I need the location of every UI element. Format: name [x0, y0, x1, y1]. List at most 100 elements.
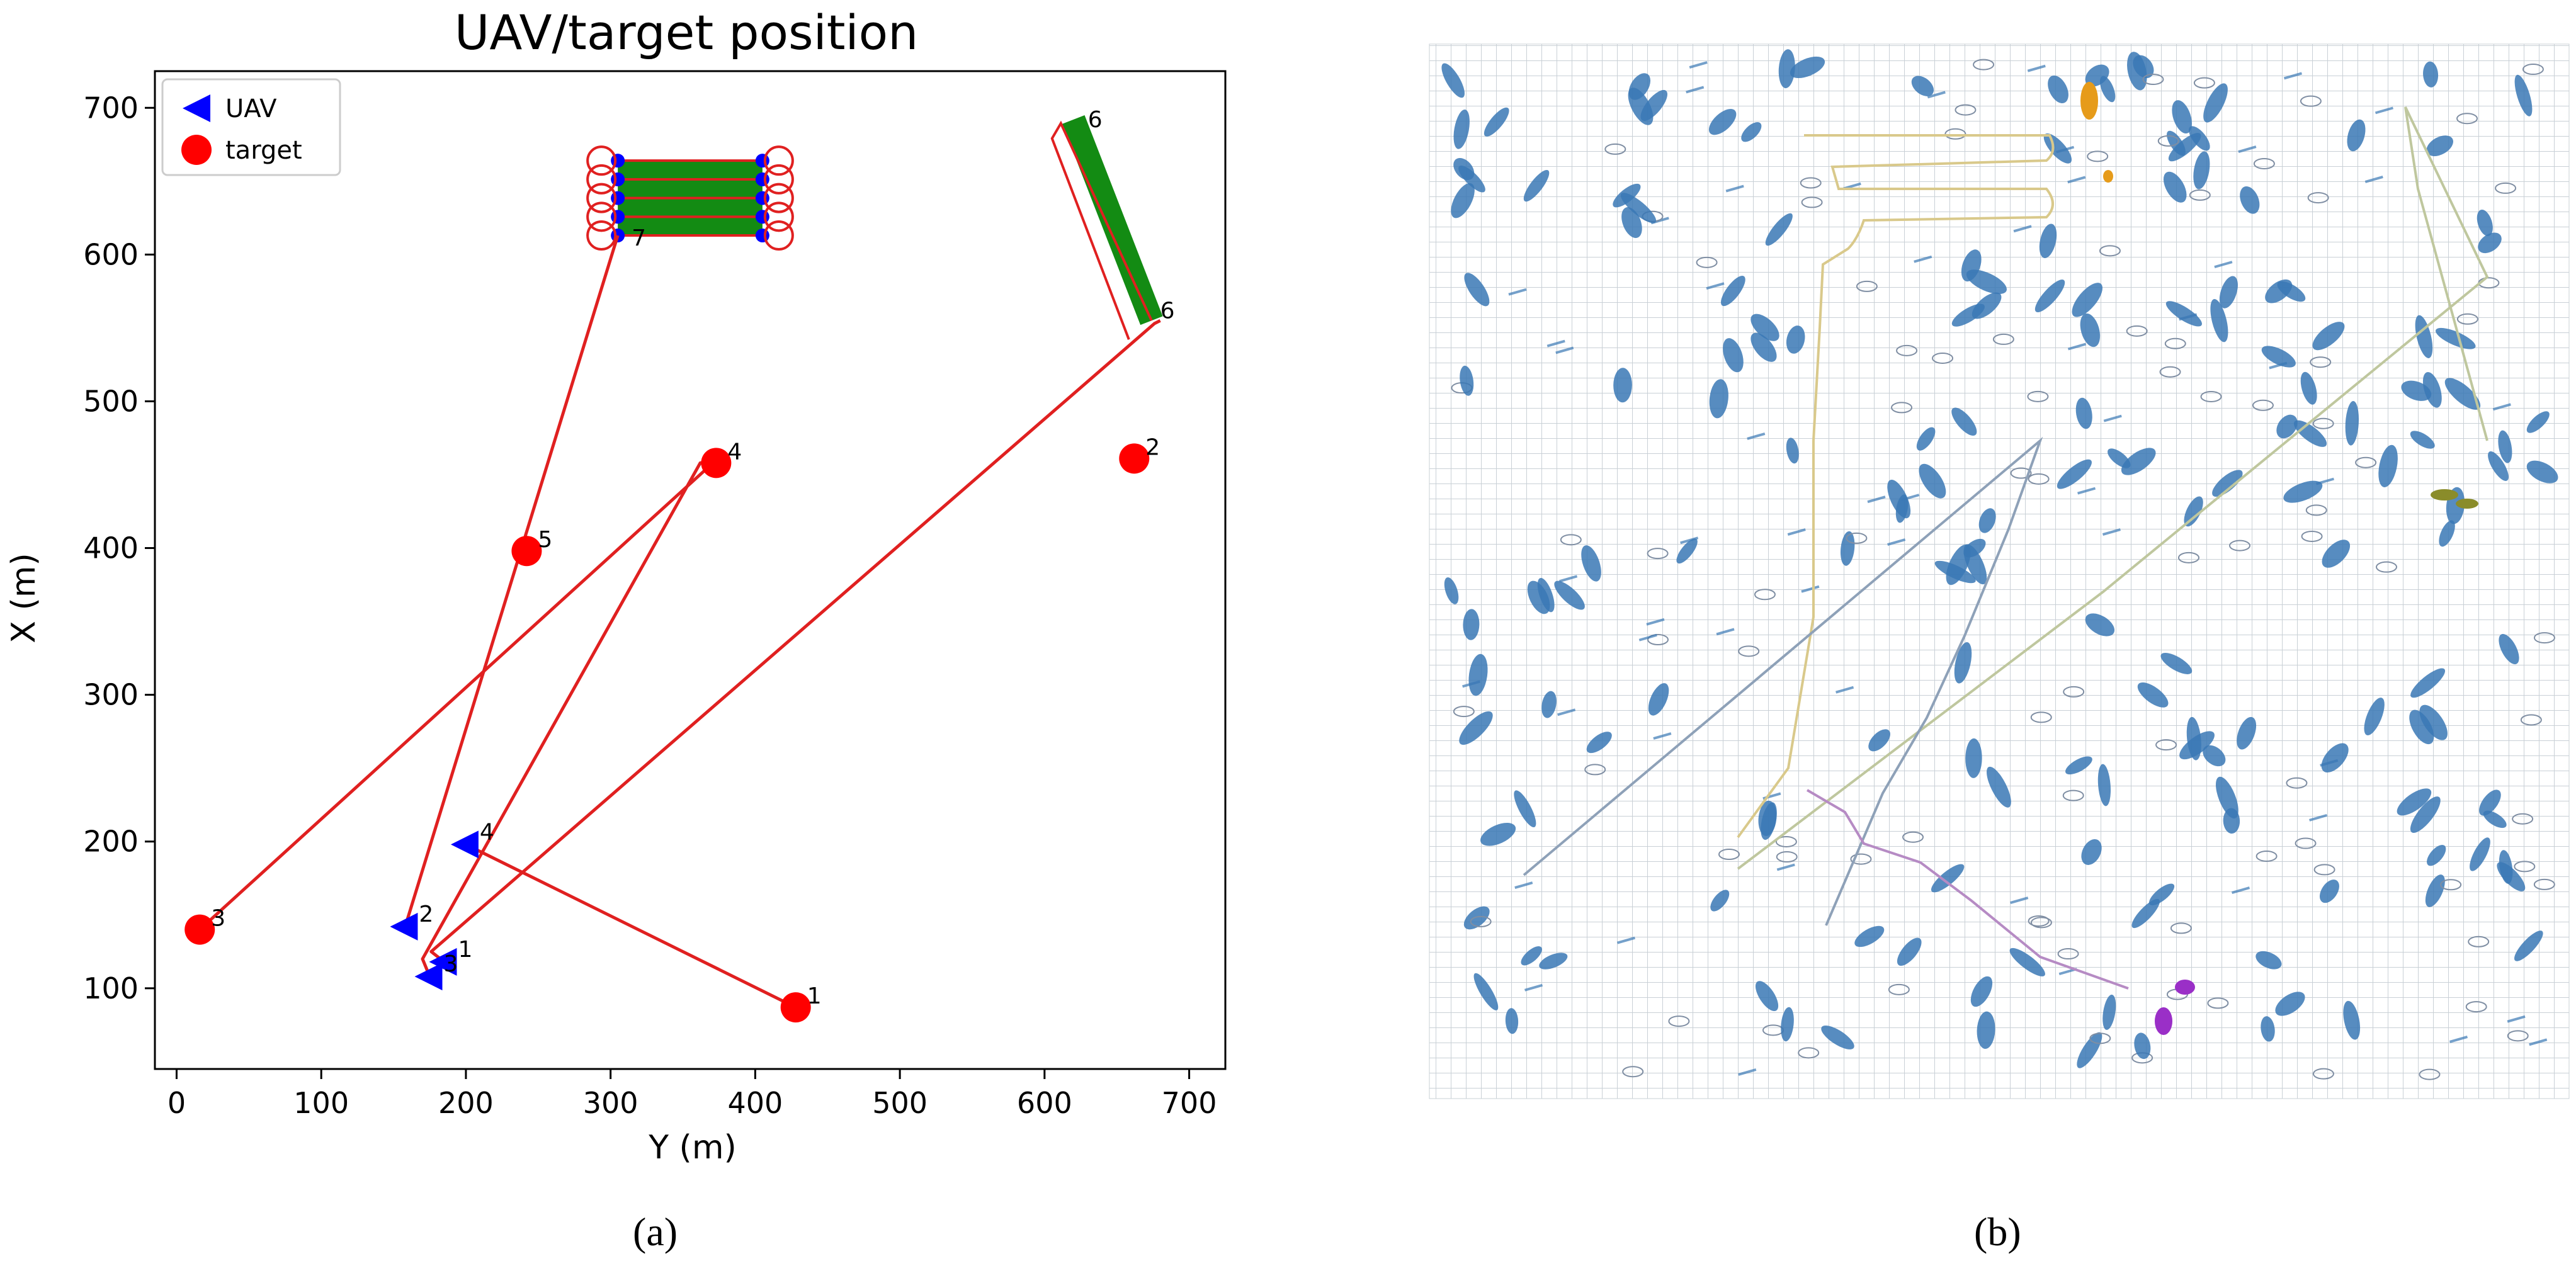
scene-marker-orange: [2103, 170, 2113, 183]
scene-marker-outline: [2229, 540, 2251, 551]
waypoint-marker: [611, 172, 625, 186]
scene-marker: [2034, 280, 2065, 313]
scene-marker-outline: [1754, 589, 1776, 601]
x-axis-label: Y (m): [648, 1129, 737, 1167]
scene-marker-outline: [2520, 714, 2542, 726]
scene-marker: [1778, 49, 1795, 89]
scene-marker: [2039, 223, 2057, 258]
x-tick-label: 500: [872, 1086, 928, 1120]
scene-path-yellow: [1737, 134, 2055, 839]
scene-marker: [2167, 130, 2186, 156]
scene-marker-outline: [1642, 210, 1664, 222]
scene-dash: [1555, 346, 1574, 354]
scene-marker: [2345, 401, 2359, 446]
scene-marker-outline: [2200, 390, 2222, 402]
scene-marker: [2276, 414, 2298, 439]
uav-label-1: 1: [458, 937, 472, 963]
scene-marker: [2057, 459, 2092, 489]
scene-marker: [1790, 56, 1825, 79]
scene-marker-outline: [1451, 382, 1473, 394]
scene-dash: [1776, 863, 1795, 871]
panel-a-caption: (a): [633, 1209, 678, 1254]
scene-dash: [1787, 528, 1806, 536]
scene-marker: [2043, 133, 2072, 164]
scene-marker-outline: [2522, 64, 2544, 76]
scene-marker: [1961, 249, 1982, 282]
scene-marker-orange: [2080, 82, 2098, 120]
scene-marker: [2312, 322, 2345, 351]
target-marker-1: [780, 992, 811, 1023]
target-marker-3: [184, 914, 215, 945]
scene-marker: [1523, 169, 1550, 202]
scene-marker-outline: [1560, 534, 1582, 546]
scene-marker: [2498, 430, 2512, 463]
scene-dash: [1559, 575, 1578, 583]
scene-marker: [1640, 89, 1668, 122]
scene-marker: [1750, 314, 1779, 341]
scene-marker-outline: [2419, 1068, 2441, 1080]
scene-marker: [1758, 800, 1777, 836]
scene-dash: [2529, 1038, 2548, 1046]
scene-marker-outline: [2126, 325, 2148, 337]
scene-dash: [2067, 176, 2086, 184]
scene-dash: [1680, 536, 1699, 545]
scene-marker-outline: [2313, 864, 2335, 876]
scene-marker: [2422, 371, 2442, 408]
scene-marker: [2097, 764, 2111, 806]
scene-marker: [1723, 338, 1744, 373]
turn-loop: [586, 183, 617, 213]
scene-marker: [2423, 61, 2439, 88]
scene-marker-outline: [2063, 686, 2085, 698]
scene-marker: [2261, 1016, 2275, 1042]
scene-marker: [2364, 698, 2385, 735]
scene-marker: [1463, 906, 1490, 930]
scene-marker-outline: [2300, 95, 2322, 107]
scene-marker: [1954, 642, 1972, 684]
scene-marker-outline: [2193, 77, 2215, 89]
scene-marker-outline: [2456, 113, 2478, 125]
scene-dash: [1725, 184, 1744, 193]
scene-marker-outline: [2512, 813, 2534, 825]
scene-marker-outline: [1738, 645, 1760, 657]
area-label-7: 7: [632, 225, 646, 251]
scene-dash: [1927, 91, 1946, 99]
scene-marker-outline: [1647, 634, 1669, 646]
uav-path-3: [429, 319, 1161, 963]
y-tick-label: 500: [83, 384, 139, 418]
scene-marker: [2127, 52, 2147, 91]
scene-marker: [1897, 937, 1922, 966]
scene-marker-outline: [2062, 789, 2084, 801]
scene-marker: [2203, 745, 2226, 767]
scene-marker: [2410, 431, 2435, 449]
scene-dash: [1747, 432, 1766, 440]
scene-marker-outline: [2028, 473, 2050, 485]
scene-marker: [2427, 845, 2446, 866]
scene-marker: [1473, 973, 1499, 1010]
legend-uav-label: UAV: [225, 94, 277, 123]
x-tick-label: 200: [438, 1086, 494, 1120]
scene-marker: [2080, 313, 2101, 348]
scene-marker: [2137, 682, 2169, 708]
scene-marker: [2446, 487, 2465, 524]
scene-marker: [2149, 883, 2175, 906]
scene-marker: [1895, 494, 1909, 523]
y-tick-label: 100: [83, 971, 139, 1005]
scene-dash: [1801, 585, 1820, 593]
scene-marker-outline: [2305, 504, 2327, 516]
scene-marker: [1755, 981, 1779, 1012]
scene-marker: [2479, 789, 2501, 816]
uav-target-chart: UAV/target position 0 100 200 300 400 500 600 7…: [5, 4, 1227, 1167]
scene-marker: [2193, 151, 2210, 189]
y-axis-label: X (m): [5, 553, 43, 643]
scene-marker: [1868, 729, 1890, 752]
legend-target-marker: [181, 135, 212, 165]
scene-marker: [2065, 756, 2092, 775]
scene-marker: [1972, 292, 2002, 319]
scene-marker: [1444, 577, 1459, 604]
scene-marker-purple: [2155, 1007, 2172, 1035]
scene-dash: [1646, 618, 1665, 626]
scene-path-olive: [1737, 106, 2489, 870]
scene-marker: [2163, 171, 2187, 203]
waypoint-marker: [755, 229, 769, 243]
y-tick-label: 600: [83, 237, 139, 271]
